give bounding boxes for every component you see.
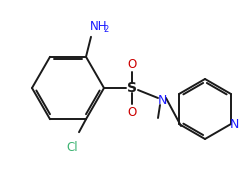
Text: 2: 2 bbox=[103, 25, 108, 34]
Text: O: O bbox=[128, 105, 136, 118]
Text: Cl: Cl bbox=[66, 141, 78, 154]
Text: S: S bbox=[127, 81, 137, 95]
Text: N: N bbox=[157, 94, 167, 107]
Text: NH: NH bbox=[90, 20, 108, 33]
Text: O: O bbox=[128, 57, 136, 70]
Text: N: N bbox=[229, 118, 239, 131]
